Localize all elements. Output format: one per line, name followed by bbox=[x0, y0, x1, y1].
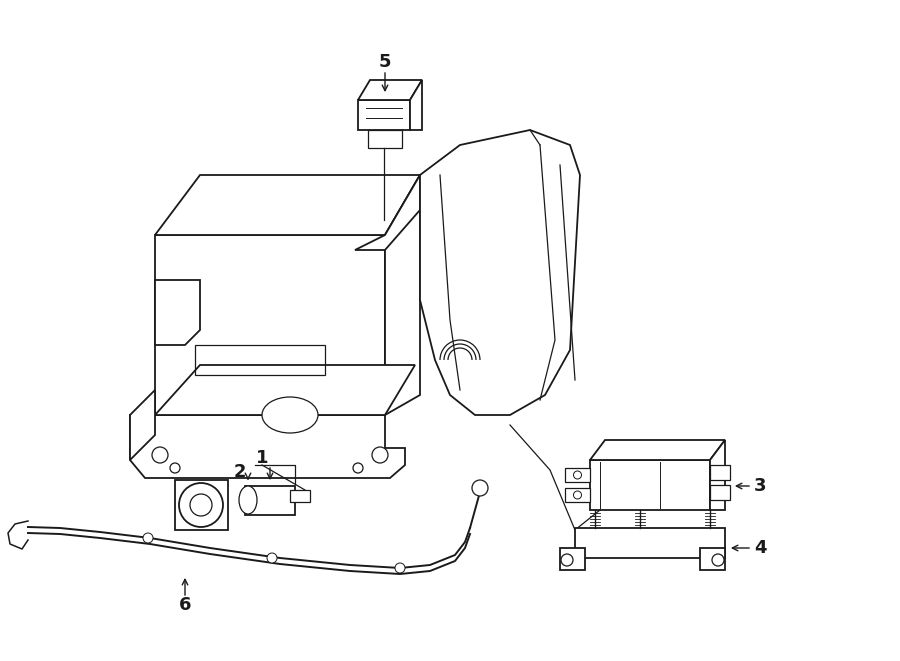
Circle shape bbox=[573, 471, 581, 479]
Circle shape bbox=[573, 491, 581, 499]
Polygon shape bbox=[155, 280, 200, 345]
Polygon shape bbox=[420, 130, 580, 415]
Polygon shape bbox=[565, 488, 590, 502]
Circle shape bbox=[353, 463, 363, 473]
Circle shape bbox=[267, 553, 277, 563]
Text: 5: 5 bbox=[379, 53, 392, 71]
Polygon shape bbox=[290, 490, 310, 502]
Polygon shape bbox=[130, 415, 405, 478]
Polygon shape bbox=[355, 175, 420, 250]
Circle shape bbox=[190, 494, 212, 516]
Polygon shape bbox=[385, 175, 420, 415]
Polygon shape bbox=[710, 440, 725, 510]
Ellipse shape bbox=[239, 486, 257, 514]
Circle shape bbox=[170, 463, 180, 473]
Polygon shape bbox=[155, 175, 420, 235]
Circle shape bbox=[472, 480, 488, 496]
Polygon shape bbox=[700, 548, 725, 570]
Polygon shape bbox=[590, 460, 710, 510]
Circle shape bbox=[372, 447, 388, 463]
Text: 6: 6 bbox=[179, 596, 191, 614]
Circle shape bbox=[561, 554, 573, 566]
Polygon shape bbox=[245, 486, 295, 515]
Polygon shape bbox=[358, 100, 410, 130]
Polygon shape bbox=[710, 485, 730, 500]
Circle shape bbox=[143, 533, 153, 543]
Polygon shape bbox=[155, 235, 385, 448]
Circle shape bbox=[395, 563, 405, 573]
Polygon shape bbox=[130, 390, 155, 460]
Text: 1: 1 bbox=[256, 449, 268, 467]
Circle shape bbox=[712, 554, 724, 566]
Text: 4: 4 bbox=[754, 539, 766, 557]
Polygon shape bbox=[368, 130, 402, 148]
Polygon shape bbox=[155, 365, 415, 415]
Text: 2: 2 bbox=[234, 463, 247, 481]
Polygon shape bbox=[710, 465, 730, 480]
Polygon shape bbox=[575, 528, 725, 558]
Polygon shape bbox=[590, 440, 725, 460]
Polygon shape bbox=[565, 468, 590, 482]
Circle shape bbox=[152, 447, 168, 463]
Polygon shape bbox=[410, 80, 422, 130]
Text: 3: 3 bbox=[754, 477, 766, 495]
Polygon shape bbox=[358, 80, 422, 100]
Circle shape bbox=[179, 483, 223, 527]
Polygon shape bbox=[560, 548, 585, 570]
Ellipse shape bbox=[262, 397, 318, 433]
Polygon shape bbox=[175, 480, 228, 530]
